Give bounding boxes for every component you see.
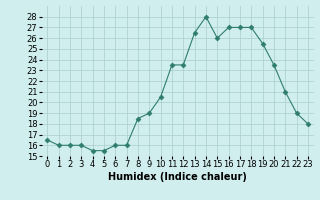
X-axis label: Humidex (Indice chaleur): Humidex (Indice chaleur) [108,172,247,182]
